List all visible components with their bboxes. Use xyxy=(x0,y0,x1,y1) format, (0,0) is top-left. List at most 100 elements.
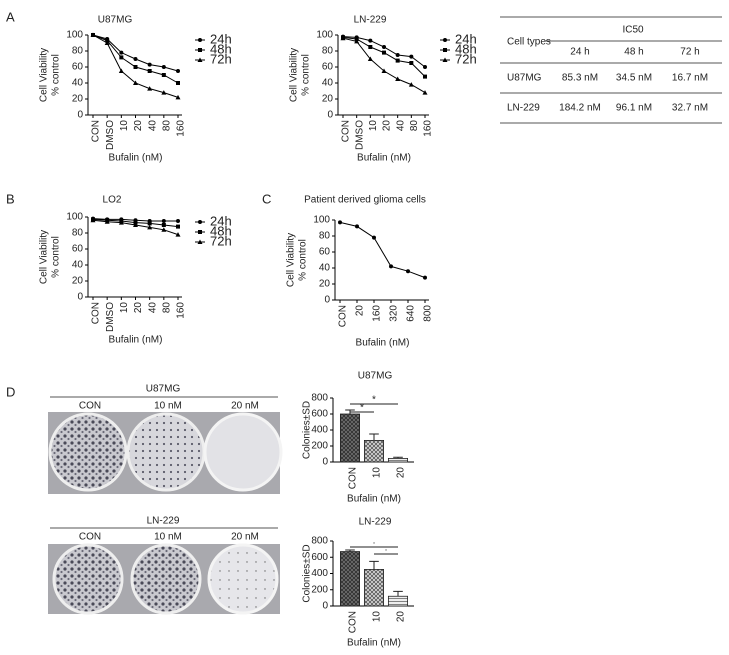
legend-marker xyxy=(443,38,447,42)
marker xyxy=(382,50,386,55)
x-axis-label: Bufalin (nM) xyxy=(347,638,401,649)
x-tick-label: CON xyxy=(338,305,349,327)
legend-label: 72h xyxy=(210,233,232,248)
y-tick-label: 40 xyxy=(319,263,331,274)
significance-label: * xyxy=(372,395,376,406)
table-cell: 96.1 nM xyxy=(616,103,652,114)
x-tick-label: 80 xyxy=(409,120,420,132)
y-tick-label: 20 xyxy=(322,94,334,105)
chart-title: LO2 xyxy=(103,195,122,206)
panel-labels: A B C D xyxy=(6,9,271,399)
marker xyxy=(147,224,153,230)
marker xyxy=(368,38,373,43)
marker xyxy=(423,275,427,280)
marker xyxy=(176,219,180,223)
panel-label: B xyxy=(6,191,15,206)
y-axis-label: % control xyxy=(301,54,312,96)
x-tick-label: 10 xyxy=(368,120,379,132)
chart-title: Patient derived glioma cells xyxy=(304,195,426,206)
marker xyxy=(119,50,124,55)
y-tick-label: 400 xyxy=(311,425,328,436)
marker xyxy=(395,76,401,81)
chart-title: LN-229 xyxy=(359,517,392,528)
x-tick-label: 160 xyxy=(372,305,383,322)
x-tick-label: 20 xyxy=(133,120,144,132)
bar xyxy=(363,569,384,607)
x-axis-label: Bufalin (nM) xyxy=(356,338,410,349)
error-bar xyxy=(393,456,403,459)
image-label: 10 nM xyxy=(154,401,182,412)
y-tick-label: 80 xyxy=(322,46,334,57)
x-axis-label: Bufalin (nM) xyxy=(347,494,401,505)
y-tick-label: 0 xyxy=(327,110,333,121)
y-tick-label: 20 xyxy=(72,276,84,287)
x-tick-label: CON xyxy=(341,120,352,142)
y-axis-label: Colonies±SD xyxy=(302,544,313,602)
image-label: 20 nM xyxy=(231,532,259,543)
table-header: Cell types xyxy=(507,37,551,48)
y-tick-label: 100 xyxy=(316,30,333,41)
marker xyxy=(161,219,166,223)
marker xyxy=(104,219,110,224)
x-tick-label: 10 xyxy=(372,467,383,479)
y-tick-label: 800 xyxy=(311,393,328,404)
marker xyxy=(175,94,181,100)
x-tick-label: 160 xyxy=(176,302,187,319)
significance-label: * xyxy=(360,403,364,414)
y-tick-label: 0 xyxy=(324,295,330,306)
y-tick-label: 200 xyxy=(311,441,328,452)
y-tick-label: 200 xyxy=(311,584,328,595)
marker xyxy=(147,62,152,67)
plate xyxy=(126,412,206,492)
table-cell: 32.7 nM xyxy=(672,103,708,114)
colony-image: LN-229 CON 10 nM 20 nM xyxy=(48,516,280,615)
marker xyxy=(133,57,138,61)
marker xyxy=(355,224,359,229)
plate xyxy=(203,412,283,492)
marker xyxy=(161,227,167,232)
table-cell: 34.5 nM xyxy=(616,73,652,84)
x-tick-label: 800 xyxy=(423,305,434,322)
x-axis-label: Bufalin (nM) xyxy=(109,153,163,164)
y-tick-label: 100 xyxy=(66,30,83,41)
y-axis-label: % control xyxy=(298,239,309,281)
x-tick-label: DMSO xyxy=(105,120,116,150)
image-title: LN-229 xyxy=(147,516,180,527)
colony-image: U87MG CON 10 nM 20 nM xyxy=(48,384,283,494)
y-tick-label: 80 xyxy=(319,231,331,242)
x-tick-label: 10 xyxy=(119,302,130,314)
chart-title: U87MG xyxy=(358,371,393,382)
y-tick-label: 80 xyxy=(72,46,84,57)
x-tick-label: 10 xyxy=(372,611,383,623)
plate xyxy=(207,543,279,615)
x-tick-label: CON xyxy=(348,467,359,489)
marker xyxy=(133,65,138,69)
marker xyxy=(176,69,180,73)
marker xyxy=(368,45,373,49)
y-tick-label: 20 xyxy=(72,94,84,105)
legend-marker xyxy=(197,239,203,244)
y-tick-label: 60 xyxy=(322,62,334,73)
y-axis-label: Cell Viability xyxy=(286,233,297,287)
marker xyxy=(161,65,166,69)
y-tick-label: 0 xyxy=(322,601,328,612)
marker xyxy=(90,217,96,223)
x-tick-label: DMSO xyxy=(354,120,365,150)
bar xyxy=(339,413,360,463)
y-axis-label: Cell Viability xyxy=(289,48,300,102)
y-tick-label: 60 xyxy=(72,244,84,255)
y-axis-label: Cell Viability xyxy=(39,230,50,284)
marker xyxy=(381,68,387,73)
table-header: 72 h xyxy=(680,47,699,58)
marker xyxy=(340,35,346,41)
marker xyxy=(118,220,124,225)
image-label: CON xyxy=(79,532,101,543)
panel-label: D xyxy=(6,384,15,399)
y-axis-label: % control xyxy=(51,54,62,96)
significance-label: · xyxy=(384,545,387,556)
marker xyxy=(409,54,414,59)
y-tick-label: 80 xyxy=(72,228,84,239)
x-tick-label: 20 xyxy=(382,120,393,132)
legend-label: 72h xyxy=(210,51,232,66)
x-tick-label: 40 xyxy=(147,120,158,132)
